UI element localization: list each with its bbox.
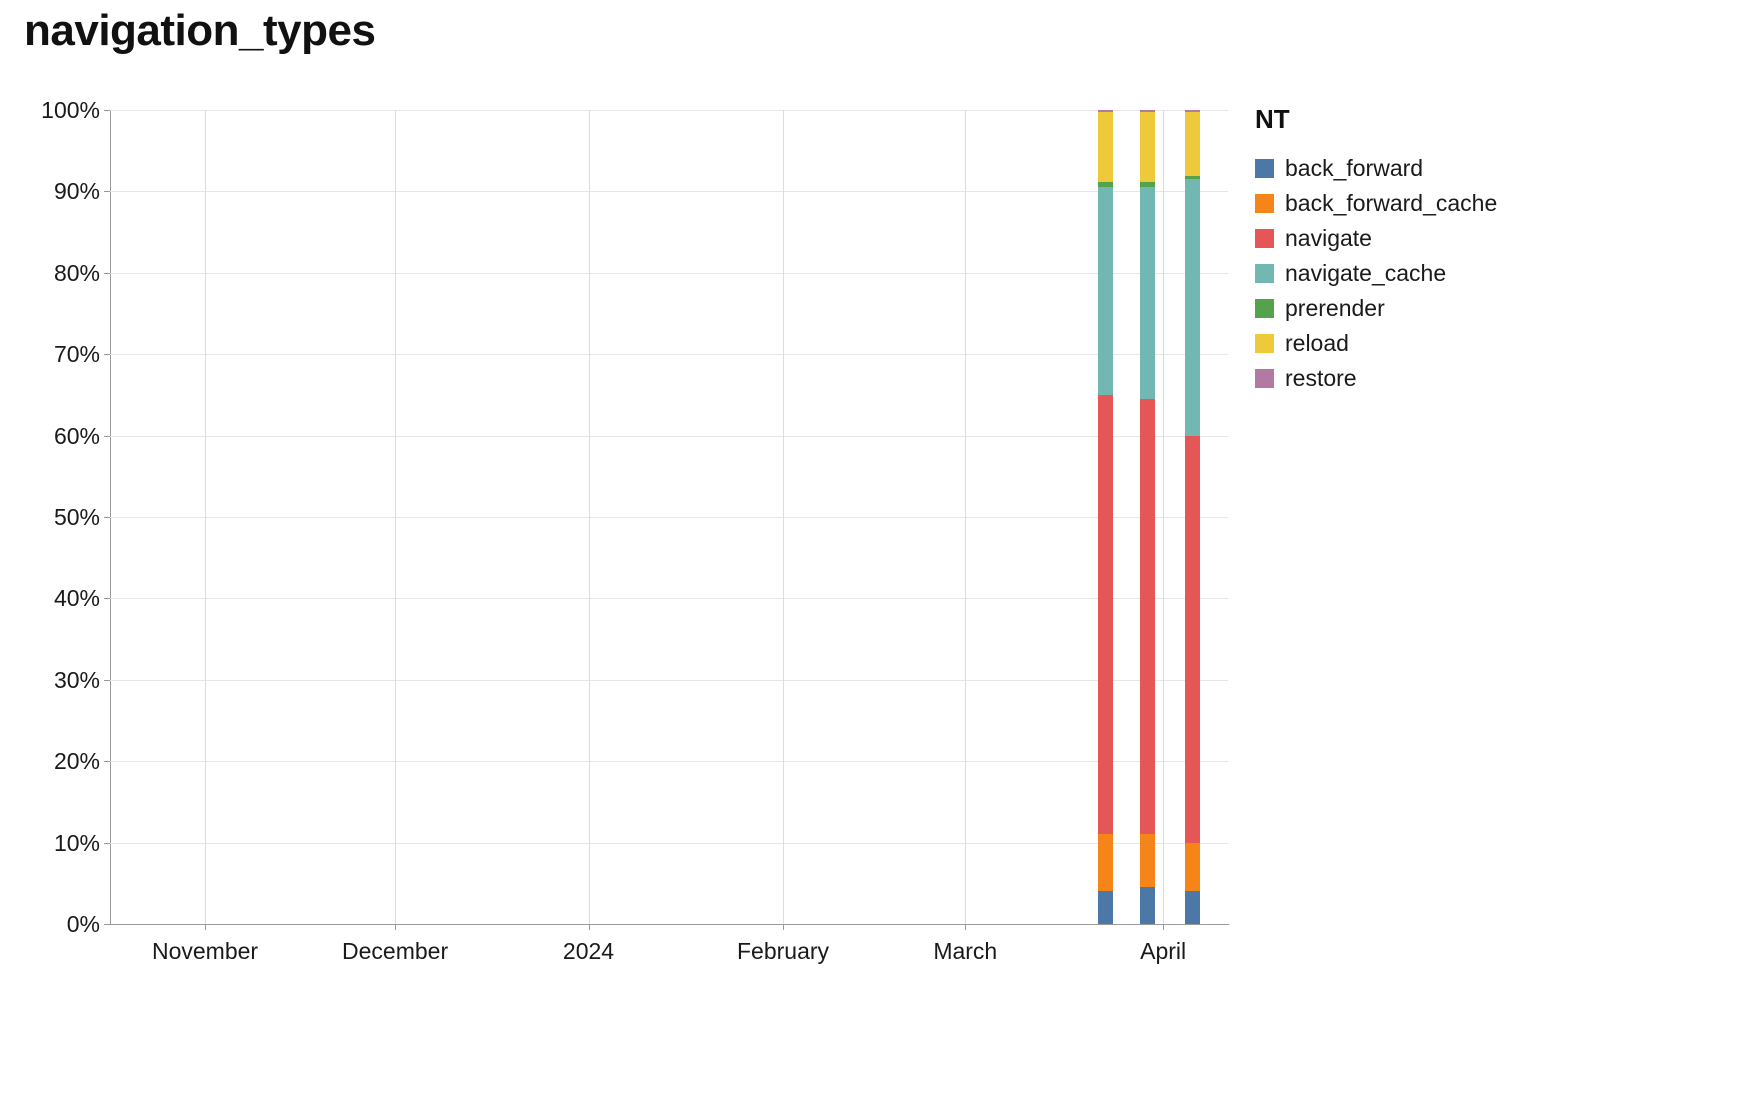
bar-segment-restore [1097,110,1113,112]
y-axis-label: 30% [53,666,100,693]
x-tick-mark [395,924,397,930]
x-tick-mark [1163,924,1165,930]
bar-segment-navigate [1140,398,1155,834]
x-tick-mark [588,924,590,930]
bar-segment-back_forward [1097,891,1113,924]
y-gridline [110,598,1228,600]
bar-segment-reload [1097,111,1113,183]
chart-title: navigation_types [24,6,376,55]
y-axis-label: 100% [41,97,100,123]
legend-item-reload: reload [1255,326,1585,361]
bar-segment-navigate [1097,394,1113,835]
x-axis-label: February [737,938,830,964]
x-gridline [588,110,590,924]
bar-segment-prerender [1097,182,1113,188]
x-axis-label: November [151,938,259,964]
y-gridline [110,110,1228,111]
bar-segment-prerender [1184,175,1200,180]
legend-label: back_forward [1285,155,1424,181]
legend-item-navigate: navigate [1255,221,1585,256]
bar-segment-reload [1140,111,1155,183]
y-axis-label: 20% [53,748,100,775]
x-axis-label: March [933,938,998,964]
x-gridline [965,110,967,924]
x-gridline [1163,110,1165,924]
legend-item-back_forward_cache: back_forward_cache [1255,186,1585,221]
y-gridline [110,761,1228,763]
bar-segment-prerender [1140,182,1155,188]
y-tick-mark [104,354,110,356]
x-axis-label: December [342,938,449,964]
legend-swatch-reload [1255,334,1274,353]
y-tick-mark [104,598,110,600]
y-tick-mark [104,761,110,763]
y-axis-label: 90% [53,178,100,205]
bar-segment-reload [1184,111,1200,176]
legend-swatch-navigate_cache [1255,264,1274,283]
bar-segment-back_forward [1140,887,1155,924]
bar-segment-back_forward_cache [1184,842,1200,892]
legend-swatch-prerender [1255,299,1274,318]
y-axis-label: 50% [53,504,100,530]
x-gridline [395,110,397,924]
y-tick-mark [104,272,110,274]
legend-label: navigate_cache [1285,260,1447,286]
x-axis-label: 2024 [562,938,615,964]
y-tick-mark [104,435,110,437]
legend-swatch-restore [1255,369,1274,388]
y-tick-mark [104,517,110,518]
y-tick-mark [104,679,110,681]
y-gridline [110,191,1228,193]
y-tick-mark [104,924,110,925]
legend-title: NT [1255,104,1290,134]
y-axis-label: 60% [53,422,100,449]
legend-item-restore: restore [1255,361,1585,396]
bar-segment-navigate_cache [1097,187,1113,395]
x-tick-mark [783,924,785,930]
legend-item-prerender: prerender [1255,291,1585,326]
stacked-bar-3 [1184,110,1200,924]
bar-segment-back_forward [1184,891,1200,924]
y-axis-label: 0% [66,911,100,937]
y-axis-label: 10% [53,829,100,856]
bar-segment-navigate_cache [1140,187,1155,399]
legend-swatch-back_forward [1255,159,1274,178]
y-gridline [110,517,1228,518]
stacked-bar-1 [1097,110,1113,924]
stacked-bar-2 [1140,110,1155,924]
x-gridline [783,110,785,924]
bar-segment-back_forward_cache [1097,834,1113,892]
y-tick-mark [104,110,110,111]
legend-label: reload [1285,330,1349,356]
bar-segment-back_forward_cache [1140,833,1155,888]
x-gridline [205,110,207,924]
x-tick-mark [205,924,207,930]
legend-swatch-back_forward_cache [1255,194,1274,213]
y-axis-label: 40% [53,585,100,612]
y-tick-mark [104,842,110,844]
legend-item-navigate_cache: navigate_cache [1255,256,1585,291]
y-tick-mark [104,191,110,193]
legend-label: prerender [1285,295,1385,321]
bar-segment-navigate [1184,435,1200,843]
x-axis-label: April [1140,938,1187,964]
y-gridline [110,435,1228,437]
y-gridline [110,354,1228,356]
bar-segment-restore [1184,110,1200,112]
y-gridline [110,272,1228,274]
legend-swatch-navigate [1255,229,1274,248]
bar-segment-restore [1140,110,1155,112]
bar-segment-navigate_cache [1184,179,1200,436]
legend-item-back_forward: back_forward [1255,151,1585,186]
y-axis-label: 80% [53,259,100,286]
legend-label: navigate [1285,225,1372,251]
legend-label: restore [1285,365,1357,391]
y-gridline [110,842,1228,844]
y-gridline [110,679,1228,681]
y-axis-label: 70% [53,341,100,368]
x-tick-mark [965,924,967,930]
legend-label: back_forward_cache [1285,190,1498,216]
